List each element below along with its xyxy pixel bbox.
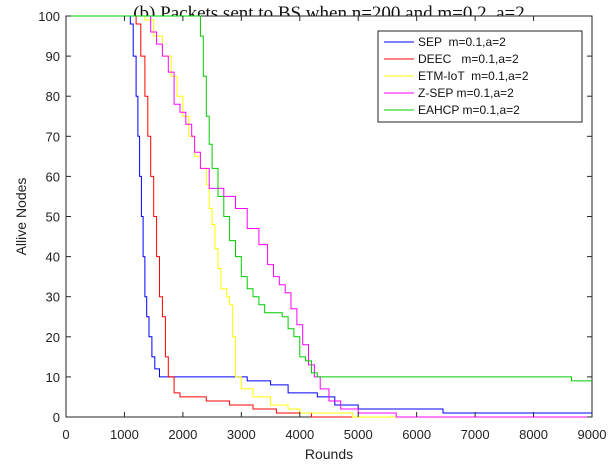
x-tick-label: 2000 [168, 427, 197, 442]
series-line-2 [66, 15, 592, 418]
x-axis-label: Rounds [305, 446, 353, 462]
x-tick-label: 1000 [110, 427, 139, 442]
x-tick-label: 9000 [578, 427, 607, 442]
series-line-3 [66, 15, 592, 418]
y-tick-label: 40 [46, 250, 60, 265]
legend-entry: ETM-IoT m=0.1,a=2 [418, 69, 529, 83]
y-tick-label: 70 [46, 129, 60, 144]
legend: SEP m=0.1,a=2 DEEC m=0.1,a=2 ETM-IoT m=0.1… [377, 30, 583, 123]
x-tick-label: 8000 [519, 427, 548, 442]
legend-entry: EAHCP m=0.1,a=2 [418, 103, 520, 117]
legend-entry: Z-SEP m=0.1,a=2 [418, 86, 514, 100]
x-tick-label: 7000 [461, 427, 490, 442]
series-layer [66, 15, 592, 418]
x-tick-label: 6000 [402, 427, 431, 442]
y-tick-label: 0 [53, 410, 60, 425]
x-tick-label: 0 [62, 427, 69, 442]
series-line-4 [66, 15, 592, 418]
y-tick-label: 30 [46, 290, 60, 305]
x-tick-label: 3000 [227, 427, 256, 442]
y-tick-label: 90 [46, 49, 60, 64]
y-axis-label: Allive Nodes [13, 178, 29, 256]
x-tick-label: 5000 [344, 427, 373, 442]
y-tick-label: 50 [46, 210, 60, 225]
y-tick-label: 20 [46, 330, 60, 345]
legend-entry: DEEC m=0.1,a=2 [418, 52, 519, 66]
y-tick-label: 80 [46, 89, 60, 104]
x-tick-label: 4000 [285, 427, 314, 442]
y-tick-label: 60 [46, 169, 60, 184]
series-line-5 [66, 15, 592, 382]
legend-entry: SEP m=0.1,a=2 [418, 35, 506, 49]
y-tick-label: 100 [38, 9, 60, 24]
y-tick-label: 10 [46, 370, 60, 385]
series-line-1 [66, 15, 592, 414]
axis-ticks: 0 1000 2000 3000 4000 5000 6000 7000 8000 9000 0 10… [38, 9, 606, 442]
